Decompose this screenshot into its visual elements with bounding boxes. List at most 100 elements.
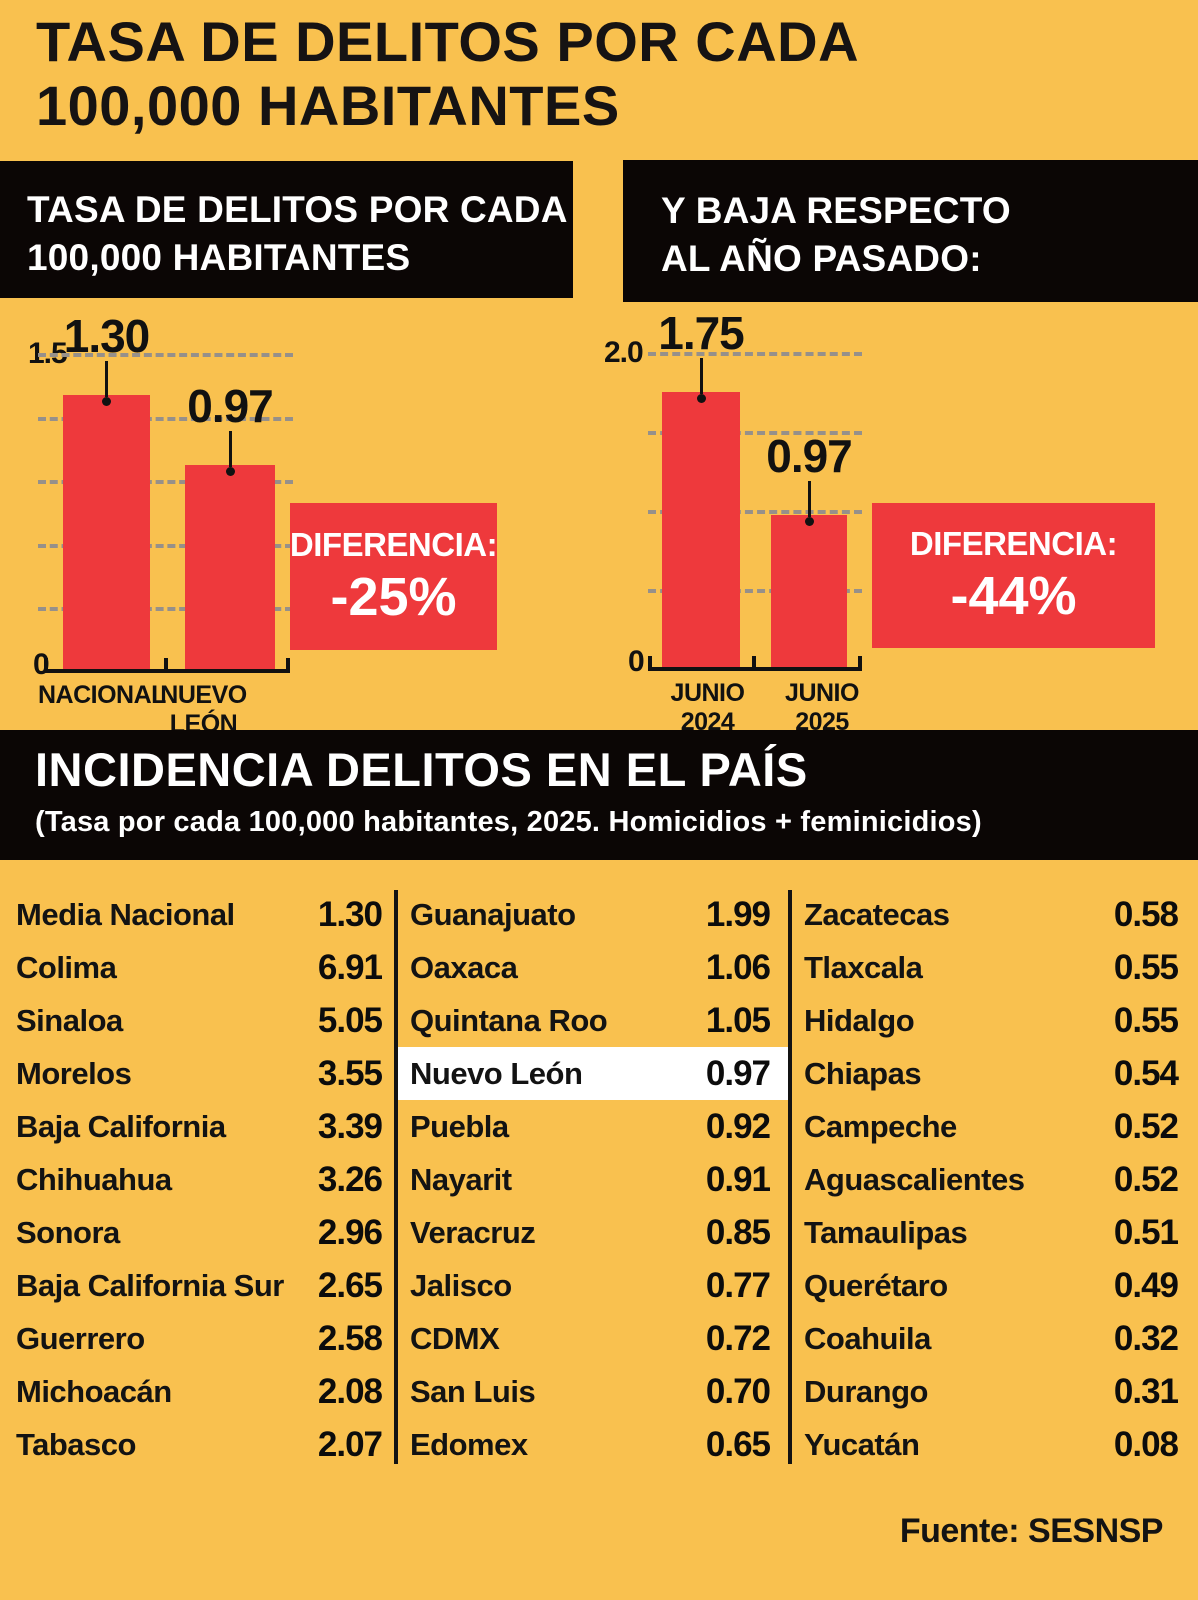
left-chart-header-line2: 100,000 HABITANTES [27,237,411,279]
state-value: 1.06 [705,947,771,987]
category-label-junio-2024: JUNIO 2024 [670,679,745,736]
callout-dot [102,397,111,407]
value-label-junio-2025: 0.97 [766,429,853,482]
state-value: 0.54 [1113,1053,1179,1093]
table-row: Guerrero 2.58 [12,1312,394,1365]
state-name: Sinaloa [16,1002,123,1038]
state-name: Nuevo León [410,1055,583,1091]
table-row: Quintana Roo 1.05 [398,994,788,1047]
incidence-banner: INCIDENCIA DELITOS EN EL PAÍS (Tasa por … [0,730,1198,860]
table-row-highlighted: Nuevo León 0.97 [398,1047,788,1100]
state-name: Sonora [16,1214,120,1250]
state-value: 2.96 [317,1212,383,1252]
state-name: Baja California [16,1108,226,1144]
state-value: 2.08 [317,1371,383,1411]
table-row: Coahuila 0.32 [792,1312,1186,1365]
table-row: Oaxaca 1.06 [398,941,788,994]
state-name: Morelos [16,1055,132,1091]
axis-tick [648,656,652,670]
table-row: Hidalgo 0.55 [792,994,1186,1047]
right-chart-header-line2: AL AÑO PASADO: [661,238,982,280]
state-value: 0.85 [705,1212,771,1252]
state-value: 0.55 [1113,1000,1179,1040]
state-value: 0.70 [705,1371,771,1411]
axis-tick [164,658,168,672]
table-row: Chihuahua 3.26 [12,1153,394,1206]
table-row: Morelos 3.55 [12,1047,394,1100]
table-row: Jalisco 0.77 [398,1259,788,1312]
state-value: 0.31 [1113,1371,1179,1411]
value-callout-nacional: 1.30 [37,310,177,407]
value-callout-nuevo-leon: 0.97 [160,380,300,477]
right-chart-header: Y BAJA RESPECTO AL AÑO PASADO: [623,160,1198,302]
state-value: 2.07 [317,1424,383,1464]
table-row: Sinaloa 5.05 [12,994,394,1047]
bar-junio-2024 [662,391,740,668]
state-value: 1.30 [317,894,383,934]
state-value: 0.58 [1113,894,1179,934]
state-name: Yucatán [804,1426,920,1462]
value-label-nuevo-leon: 0.97 [187,380,274,433]
difference-box-left: DIFERENCIA: -25% [290,503,498,650]
state-name: San Luis [410,1373,536,1409]
state-name: Guanajuato [410,896,576,932]
state-name: Chihuahua [16,1161,172,1197]
table-row: Edomex 0.65 [398,1418,788,1471]
state-value: 0.77 [705,1265,771,1305]
table-row: Puebla 0.92 [398,1100,788,1153]
page-title-line1: TASA DE DELITOS POR CADA [36,10,860,73]
table-row: Baja California Sur 2.65 [12,1259,394,1312]
state-name: Veracruz [410,1214,536,1250]
gridline [38,543,293,548]
gridline [38,416,293,421]
state-name: Campeche [804,1108,957,1144]
national-vs-nuevo-leon-chart: 1.30 0.97 [38,313,293,671]
table-row: Querétaro 0.49 [792,1259,1186,1312]
table-row: Veracruz 0.85 [398,1206,788,1259]
state-value: 0.55 [1113,947,1179,987]
value-label-junio-2024: 1.75 [658,306,745,359]
table-row: Campeche 0.52 [792,1100,1186,1153]
difference-value: -44% [950,565,1077,626]
value-callout-junio-2024: 1.75 [631,310,771,403]
left-chart-header-line1: TASA DE DELITOS POR CADA [27,189,568,230]
bar-nacional [63,395,150,671]
state-value: 1.05 [705,1000,771,1040]
value-label-nacional: 1.30 [63,310,151,363]
axis-tick [44,658,48,672]
difference-value: -25% [330,566,457,627]
state-value: 3.26 [317,1159,383,1199]
table-row: Tamaulipas 0.51 [792,1206,1186,1259]
state-value: 0.97 [705,1053,771,1093]
callout-line [807,480,811,517]
state-value: 0.08 [1113,1424,1179,1464]
axis-tick [752,656,756,670]
table-row: Chiapas 0.54 [792,1047,1186,1100]
state-value: 2.58 [317,1318,383,1358]
right-chart-header-line1: Y BAJA RESPECTO [661,190,1011,231]
state-name: Quintana Roo [410,1002,608,1038]
state-value: 2.65 [317,1265,383,1305]
table-row: Yucatán 0.08 [792,1418,1186,1471]
state-name: Colima [16,949,117,985]
callout-dot [696,393,706,403]
table-row: Colima 6.91 [12,941,394,994]
state-name: Media Nacional [16,896,235,932]
table-row: San Luis 0.70 [398,1365,788,1418]
state-name: Nayarit [410,1161,512,1197]
difference-box-right: DIFERENCIA: -44% [872,503,1155,648]
state-name: Guerrero [16,1320,145,1356]
table-row: CDMX 0.72 [398,1312,788,1365]
state-name: Chiapas [804,1055,922,1091]
right-chart-ymax-label: 2.0 [604,336,644,369]
callout-line [699,357,703,394]
column-divider [394,890,398,1464]
state-name: CDMX [410,1320,500,1356]
callout-line [228,431,232,468]
difference-label: DIFERENCIA: [909,524,1118,562]
incidence-table: Media Nacional 1.30 Colima 6.91 Sinaloa 5.05 M… [12,888,1186,1471]
state-value: 0.32 [1113,1318,1179,1358]
gridline [648,431,862,435]
page-title-line2: 100,000 HABITANTES [36,73,620,137]
state-name: Zacatecas [804,896,950,932]
